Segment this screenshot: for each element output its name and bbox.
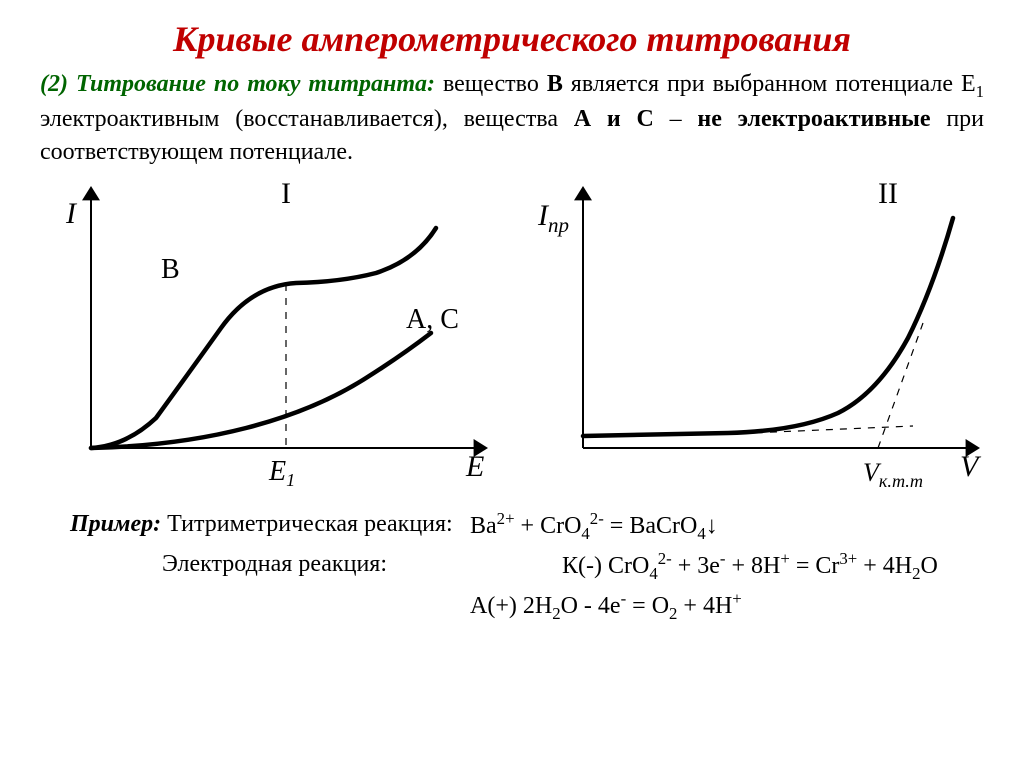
- row1-label: Титриметрическая реакция:: [161, 511, 453, 537]
- chart2-tick-label: Vк.т.т: [863, 458, 923, 492]
- subtitle-text: (2) Титрование по току титранта: веществ…: [0, 60, 1024, 168]
- svg-text:E: E: [465, 450, 484, 483]
- equation-label-3: [70, 586, 470, 626]
- equations-block: Пример: Титриметрическая реакция: Ba2+ +…: [0, 488, 1024, 626]
- chart-svg: I I E E1 B A, C: [36, 178, 496, 488]
- equation-value-3: A(+) 2H2O - 4e- = O2 + 4H+: [470, 586, 984, 626]
- svg-text:V: V: [960, 450, 982, 483]
- example-label: Пример:: [70, 511, 161, 537]
- equation-row-2: Электродная реакция: К(-) CrO42- + 3e- +…: [70, 546, 984, 586]
- equation-row-3: A(+) 2H2O - 4e- = O2 + 4H+: [70, 586, 984, 626]
- equation-row-1: Пример: Титриметрическая реакция: Ba2+ +…: [70, 506, 984, 546]
- svg-text:I: I: [281, 178, 291, 210]
- subtitle-b2: А и С: [574, 106, 654, 132]
- chart-svg: II V: [528, 178, 988, 488]
- equation-label-1: Пример: Титриметрическая реакция:: [70, 506, 470, 546]
- equation-value-1: Ba2+ + CrO42- = BaCrO4↓: [470, 506, 984, 546]
- subtitle-b3: не электроактивные: [697, 106, 930, 132]
- svg-text:E1: E1: [268, 456, 295, 488]
- svg-text:B: B: [161, 254, 180, 285]
- equation-label-2: Электродная реакция:: [70, 546, 562, 586]
- subtitle-b1: B: [547, 71, 563, 97]
- charts-row: IIEE1BA, C IIVIпрVк.т.т: [0, 178, 1024, 488]
- chart-2: IIVIпрVк.т.т: [528, 178, 988, 488]
- subtitle-lead: (2) Титрование по току титранта:: [40, 71, 435, 97]
- page-title: Кривые амперометрического титрования: [0, 0, 1024, 60]
- chart2-ylabel: Iпр: [538, 199, 569, 238]
- svg-text:I: I: [65, 197, 78, 230]
- svg-text:A, C: A, C: [406, 304, 459, 335]
- svg-text:II: II: [878, 178, 898, 210]
- equation-value-2: К(-) CrO42- + 3e- + 8H+ = Cr3+ + 4H2O: [562, 546, 984, 586]
- chart-1: I I E E1 B A, C: [36, 178, 496, 488]
